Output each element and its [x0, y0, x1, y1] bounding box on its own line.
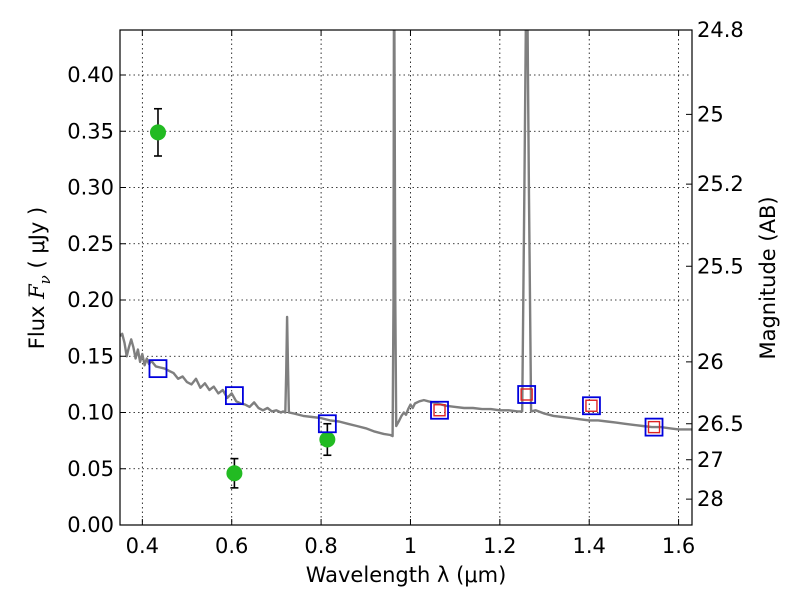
model-point-inner	[433, 404, 446, 417]
y-axis-title-prefix: Flux	[25, 299, 49, 349]
y-tick-label: 0.35	[67, 119, 114, 143]
y2-tick-label: 26.5	[697, 412, 744, 436]
y2-tick-label: 26	[697, 350, 724, 374]
y-tick-label: 0.25	[67, 232, 114, 256]
y2-tick-label: 25	[697, 102, 724, 126]
spectrum-layer	[120, 30, 692, 438]
y-tick-label: 0.05	[67, 457, 114, 481]
axes-layer: 0.4 0.6 0.8 1 1.2 1.4 1.6 0.00 0.05 0.10 0.15 0.20 0…	[67, 18, 744, 558]
y-axis-title-subscript: ν	[36, 275, 54, 284]
observed-point	[149, 124, 166, 141]
grid	[120, 30, 692, 526]
y-tick-label: 0.30	[67, 176, 114, 200]
observed-point	[319, 431, 336, 448]
observed-point	[226, 465, 243, 482]
y-tick-label: 0.10	[67, 401, 114, 425]
y-axis-title: Flux Fν ( μJy )	[25, 207, 54, 349]
marker-layer	[148, 107, 664, 489]
y2-tick-label: 28	[697, 487, 724, 511]
model-point	[430, 400, 449, 420]
x-tick-label: 0.8	[304, 534, 337, 558]
model-point	[224, 386, 244, 406]
y-tick-label: 0.15	[67, 344, 114, 368]
x-axis-title: Wavelength λ (μm)	[306, 563, 507, 587]
y-tick-label: 0.40	[67, 63, 114, 87]
y-axis-title-symbol: F	[25, 283, 49, 300]
model-point-inner	[585, 399, 598, 412]
x-tick-label: 1.6	[662, 534, 695, 558]
y-axis-title-suffix: ( μJy )	[25, 207, 49, 275]
y2-tick-label: 25.5	[697, 254, 744, 278]
model-point	[517, 385, 537, 404]
plot-frame	[119, 29, 693, 526]
model-point	[582, 396, 601, 416]
model-point	[148, 359, 168, 379]
x-tick-label: 0.4	[126, 534, 159, 558]
y-tick-label: 0.20	[67, 288, 114, 312]
y2-axis-title: Magnitude (AB)	[756, 196, 780, 359]
x-tick-label: 1	[404, 534, 417, 558]
model-point-inner	[647, 420, 661, 434]
y2-tick-label: 25.2	[697, 172, 744, 196]
y2-tick-label: 24.8	[697, 18, 744, 42]
model-point-inner	[520, 388, 533, 401]
x-tick-label: 1.4	[573, 534, 606, 558]
model-point	[644, 417, 664, 437]
spectrum-line	[120, 30, 692, 438]
x-tick-label: 0.6	[215, 534, 248, 558]
y2-tick-label: 27	[697, 448, 724, 472]
y-tick-label: 0.00	[67, 513, 114, 537]
model-point	[317, 414, 337, 434]
x-tick-label: 1.2	[483, 534, 516, 558]
